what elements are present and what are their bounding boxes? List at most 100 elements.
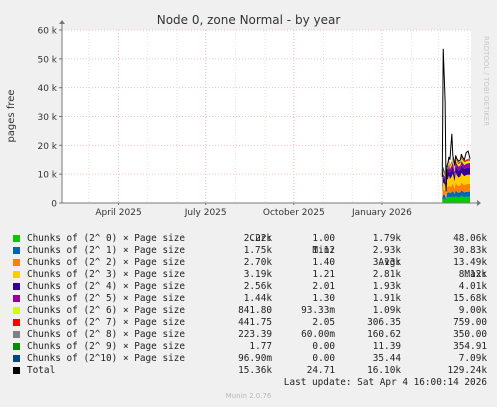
legend-header-avg: Avg: bbox=[378, 257, 401, 268]
legend-min: 1.40 bbox=[312, 257, 335, 268]
legend-swatch bbox=[13, 247, 20, 254]
legend-cur: 3.19k bbox=[243, 269, 272, 280]
stacked-areas bbox=[442, 154, 471, 203]
legend-header-min: Min: bbox=[312, 245, 335, 256]
legend-row: Chunks of (2^ 8) × Page size 223.39 60.00m… bbox=[12, 329, 490, 341]
legend-max: 48.06k bbox=[453, 233, 487, 244]
legend-avg: 35.44 bbox=[372, 353, 401, 364]
legend-series-name: Chunks of (2^ 8) × Page size bbox=[27, 329, 186, 340]
legend-avg: 16.10k bbox=[367, 365, 401, 376]
x-axis-arrow bbox=[477, 200, 481, 206]
y-tick-label: 20 k bbox=[37, 142, 57, 152]
legend-row: Chunks of (2^ 7) × Page size 441.75 2.05 30… bbox=[12, 317, 490, 329]
legend-avg: 160.62 bbox=[367, 329, 401, 340]
legend-row: Chunks of (2^ 0) × Page size 2.22k 1.00 1.7… bbox=[12, 233, 490, 245]
legend-series-name: Chunks of (2^ 5) × Page size bbox=[27, 293, 186, 304]
legend-cur: 2.70k bbox=[243, 257, 272, 268]
legend-header: Cur: Min: Avg: Max: bbox=[12, 221, 490, 280]
legend-series-name: Chunks of (2^ 1) × Page size bbox=[27, 245, 186, 256]
x-tick-label: January 2026 bbox=[351, 208, 412, 218]
legend-cur: 2.56k bbox=[243, 281, 272, 292]
legend-cur: 15.36k bbox=[238, 365, 272, 376]
legend-min: 2.05 bbox=[312, 317, 335, 328]
legend-swatch bbox=[13, 271, 20, 278]
legend-row: Chunks of (2^ 1) × Page size 1.75k 1.12 2.9… bbox=[12, 245, 490, 257]
legend-series-name: Chunks of (2^ 9) × Page size bbox=[27, 341, 186, 352]
legend-swatch bbox=[13, 283, 20, 290]
legend-max: 15.68k bbox=[453, 293, 487, 304]
legend-cur: 2.22k bbox=[243, 233, 272, 244]
legend-cur: 1.75k bbox=[243, 245, 272, 256]
legend-series-name: Chunks of (2^ 0) × Page size bbox=[27, 233, 186, 244]
legend-swatch bbox=[13, 307, 20, 314]
legend-series-name: Chunks of (2^ 2) × Page size bbox=[27, 257, 186, 268]
y-tick-label: 60 k bbox=[37, 27, 57, 37]
legend-row: Chunks of (2^ 3) × Page size 3.19k 1.21 2.8… bbox=[12, 269, 490, 281]
legend-max: 759.00 bbox=[453, 317, 487, 328]
legend-header-cur: Cur: bbox=[249, 233, 272, 244]
legend-min: 1.00 bbox=[312, 233, 335, 244]
chart: Node 0, zone Normal - by year pages free… bbox=[6, 13, 490, 218]
y-axis-label: pages free bbox=[6, 89, 17, 142]
legend-cur: 1.77 bbox=[249, 341, 272, 352]
series-area bbox=[442, 195, 471, 203]
legend-max: 4.01k bbox=[458, 281, 487, 292]
legend-row: Chunks of (2^10) × Page size 96.90m 0.00 35… bbox=[12, 353, 490, 365]
x-tick-label: October 2025 bbox=[263, 208, 325, 218]
legend-avg: 3.13k bbox=[372, 257, 401, 268]
legend-max: 13.49k bbox=[453, 257, 487, 268]
legend-series-name: Chunks of (2^ 6) × Page size bbox=[27, 305, 186, 316]
legend-cur: 841.80 bbox=[238, 305, 272, 316]
y-tick-label: 50 k bbox=[37, 55, 57, 65]
legend-row: Total 15.36k 24.71 16.10k 129.24k bbox=[12, 365, 490, 377]
legend-avg: 11.39 bbox=[372, 341, 401, 352]
legend-series-name: Chunks of (2^ 7) × Page size bbox=[27, 317, 186, 328]
legend-cur: 96.90m bbox=[238, 353, 272, 364]
series-area bbox=[442, 159, 471, 195]
legend-swatch bbox=[13, 235, 20, 242]
legend-series-name: Chunks of (2^ 4) × Page size bbox=[27, 281, 186, 292]
legend-max: 9.00k bbox=[458, 305, 487, 316]
series-area bbox=[442, 182, 471, 200]
y-tick-label: 10 k bbox=[37, 171, 57, 181]
y-axis-arrow bbox=[59, 20, 65, 24]
legend-series-name: Total bbox=[27, 365, 56, 376]
legend-min: 1.30 bbox=[312, 293, 335, 304]
legend-max: 350.00 bbox=[453, 329, 487, 340]
legend-cur: 1.44k bbox=[243, 293, 272, 304]
legend-series-name: Chunks of (2^ 3) × Page size bbox=[27, 269, 186, 280]
munin-version: Munin 2.0.76 bbox=[225, 392, 272, 400]
series-area bbox=[442, 164, 471, 196]
total-line bbox=[441, 48, 471, 192]
legend-row: Chunks of (2^ 4) × Page size 2.56k 2.01 1.9… bbox=[12, 281, 490, 293]
legend-cur: 223.39 bbox=[238, 329, 272, 340]
legend-swatch bbox=[13, 295, 20, 302]
y-tick-label: 0 bbox=[51, 200, 57, 210]
legend-max: 7.09k bbox=[458, 353, 487, 364]
legend-avg: 1.79k bbox=[372, 233, 401, 244]
legend-max: 8.12k bbox=[458, 269, 487, 280]
legend-max: 129.24k bbox=[447, 365, 487, 376]
legend-row: Chunks of (2^ 9) × Page size 1.77 0.00 11.3… bbox=[12, 341, 490, 353]
chart-title: Node 0, zone Normal - by year bbox=[157, 13, 341, 27]
x-tick-label: July 2025 bbox=[184, 208, 227, 218]
legend-row: Chunks of (2^ 2) × Page size 2.70k 1.40 3.1… bbox=[12, 257, 490, 269]
legend: Cur: Min: Avg: Max: Chunks of (2^ 0) × P… bbox=[12, 221, 490, 377]
legend-min: 93.33m bbox=[301, 305, 335, 316]
legend-swatch bbox=[13, 259, 20, 266]
legend-header-max: Max: bbox=[464, 269, 487, 280]
legend-max: 354.91 bbox=[453, 341, 487, 352]
legend-min: 1.21 bbox=[312, 269, 335, 280]
axes bbox=[59, 20, 481, 206]
legend-row: Chunks of (2^ 5) × Page size 1.44k 1.30 1.9… bbox=[12, 293, 490, 305]
legend-row: Chunks of (2^ 6) × Page size 841.80 93.33m… bbox=[12, 305, 490, 317]
legend-avg: 1.09k bbox=[372, 305, 401, 316]
series-area bbox=[442, 172, 471, 198]
legend-cur: 441.75 bbox=[238, 317, 272, 328]
legend-min: 24.71 bbox=[306, 365, 335, 376]
x-ticks: April 2025 July 2025 October 2025 January 2… bbox=[95, 203, 412, 218]
legend-swatch bbox=[13, 331, 20, 338]
y-tick-label: 30 k bbox=[37, 113, 57, 123]
x-tick-label: April 2025 bbox=[95, 208, 141, 218]
legend-avg: 306.35 bbox=[367, 317, 401, 328]
